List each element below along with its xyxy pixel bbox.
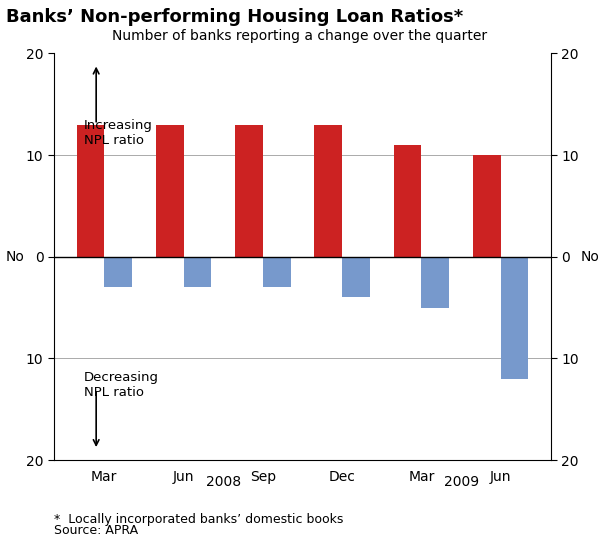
Bar (235, 125, 263, 257)
Text: Increasing
NPL ratio: Increasing NPL ratio (84, 119, 153, 147)
Bar (394, 145, 422, 257)
Y-axis label: No: No (5, 250, 24, 264)
Bar (422, 257, 449, 308)
Y-axis label: No: No (581, 250, 599, 264)
Bar (156, 125, 183, 257)
Bar (263, 257, 291, 287)
Bar (77, 125, 104, 257)
Bar (473, 155, 501, 257)
Text: 2008: 2008 (205, 475, 241, 488)
Bar (342, 257, 370, 297)
Bar (501, 257, 528, 379)
Bar (183, 257, 211, 287)
Text: Number of banks reporting a change over the quarter: Number of banks reporting a change over … (112, 29, 487, 43)
Bar (314, 125, 342, 257)
Text: 2009: 2009 (443, 475, 479, 488)
Bar (104, 257, 132, 287)
Text: *  Locally incorporated banks’ domestic books: * Locally incorporated banks’ domestic b… (54, 513, 343, 525)
Text: Source: APRA: Source: APRA (54, 524, 138, 535)
Text: Banks’ Non-performing Housing Loan Ratios*: Banks’ Non-performing Housing Loan Ratio… (6, 8, 463, 26)
Text: Decreasing
NPL ratio: Decreasing NPL ratio (84, 371, 159, 399)
